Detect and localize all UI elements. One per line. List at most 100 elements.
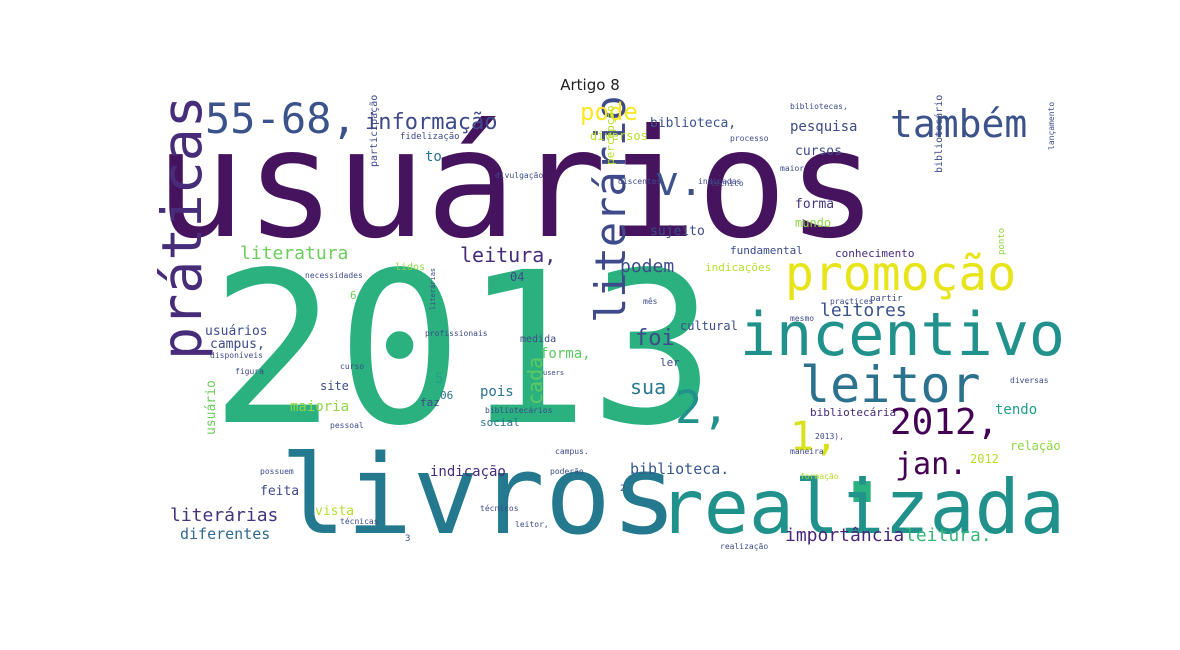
cloud-word: jan.	[895, 447, 968, 482]
cloud-word: 6	[350, 289, 357, 302]
cloud-word: literárias	[429, 267, 437, 310]
cloud-word: vista	[315, 504, 355, 519]
cloud-word: percepção	[604, 105, 617, 165]
cloud-word: leitor	[800, 356, 981, 414]
cloud-word: mês	[643, 297, 658, 306]
cloud-word: podem	[620, 256, 675, 277]
cloud-word: usuário	[204, 380, 219, 435]
cloud-word: 2,	[675, 381, 730, 434]
cloud-word: importância	[785, 525, 905, 546]
cloud-word: realizada	[658, 463, 1065, 551]
cloud-word: técnicos	[480, 504, 519, 513]
cloud-word: biblioteca.	[630, 460, 730, 478]
cloud-word: users	[543, 369, 565, 377]
cloud-word: formação	[800, 472, 839, 481]
cloud-word: campus.	[555, 447, 589, 456]
cloud-word: 2012	[970, 452, 999, 466]
cloud-word: incentivo	[739, 300, 1065, 370]
cloud-word: feita	[260, 484, 300, 499]
cloud-word: usuários	[205, 324, 268, 339]
cloud-word: promoção	[785, 246, 1017, 302]
cloud-word: cultural	[680, 319, 738, 333]
cloud-word: faz	[420, 396, 440, 409]
cloud-word: 2012,	[890, 402, 999, 443]
cloud-word: ler	[660, 356, 680, 369]
cloud-word: 04	[510, 270, 525, 284]
cloud-word: practices	[830, 297, 874, 306]
cloud-word: maioria	[290, 399, 350, 415]
cloud-word: 55-68,	[205, 95, 357, 143]
cloud-word: 3	[405, 534, 411, 544]
cloud-word: curso	[340, 362, 365, 371]
cloud-word: forma,	[540, 346, 591, 362]
cloud-word: site	[320, 379, 349, 393]
cloud-word: .	[820, 373, 905, 536]
cloud-word: mundo	[795, 216, 832, 230]
cloud-word: bibliotecas,	[790, 102, 848, 111]
cloud-word: bibliotecária	[810, 406, 897, 419]
cloud-word: 1,	[790, 414, 839, 460]
cloud-word: informação	[365, 110, 498, 135]
word-cloud: usuários 2013. livros realizada práticas ince…	[150, 95, 1065, 555]
cloud-word: lançamento	[1047, 101, 1056, 150]
cloud-word: literárias	[170, 505, 279, 526]
cloud-word: necessidades	[305, 271, 363, 280]
cloud-word: bibliotecário	[934, 95, 945, 174]
cloud-word: diferentes	[180, 525, 271, 543]
cloud-word: biblioteca,	[650, 116, 737, 131]
cloud-word: diversas	[1010, 376, 1049, 385]
cloud-word: bibliotecários	[485, 406, 553, 415]
cloud-word: disponíveis	[210, 351, 263, 360]
cloud-word: relação	[1010, 439, 1061, 453]
cloud-word: sujeito	[650, 224, 705, 239]
cloud-word: fidelização	[400, 132, 460, 142]
cloud-word: também	[890, 102, 1028, 146]
cloud-word: cursos	[795, 144, 842, 159]
cloud-word: técnico	[710, 179, 744, 188]
cloud-word: 2013	[210, 227, 716, 472]
cloud-word: lidos	[395, 262, 426, 273]
cloud-word: pesquisa	[790, 119, 858, 135]
cloud-word: pois	[480, 384, 514, 400]
cloud-word: leitura,	[460, 243, 557, 267]
cloud-word: 2	[620, 484, 626, 494]
cloud-word: discentes	[618, 177, 662, 186]
cloud-word: partir	[870, 294, 903, 304]
cloud-word: livros	[280, 431, 678, 555]
cloud-word: 2013),	[815, 432, 844, 441]
cloud-word: técnicas	[340, 517, 379, 526]
cloud-word: pessoal	[330, 421, 364, 430]
cloud-word: to	[425, 149, 442, 165]
cloud-word: figura	[235, 367, 264, 376]
cloud-word: profissionais	[425, 329, 488, 338]
cloud-word: leitor,	[515, 520, 549, 529]
cloud-word: divulgação	[495, 171, 544, 180]
cloud-word: pode	[580, 98, 638, 126]
cloud-word: maior	[780, 164, 805, 173]
cloud-word: forma	[795, 197, 835, 212]
cloud-word: realização	[720, 542, 769, 551]
cloud-word: 5	[435, 371, 444, 387]
cloud-word: processo	[730, 134, 769, 143]
cloud-word: diversos	[590, 129, 648, 143]
cloud-word: indicadas	[698, 177, 742, 186]
cloud-word: leitores	[820, 300, 907, 321]
cloud-word: conhecimento	[835, 247, 915, 260]
cloud-word: poderão	[550, 467, 584, 476]
cloud-word: social	[480, 416, 520, 429]
cloud-word: indicação	[430, 464, 506, 480]
cloud-word: ponto	[997, 227, 1007, 255]
cloud-word: possuem	[260, 467, 294, 476]
cloud-word: participação	[369, 95, 380, 168]
cloud-word: tendo	[995, 402, 1038, 418]
cloud-word: indicações	[705, 261, 772, 274]
cloud-word: fundamental	[730, 244, 803, 257]
cloud-word: cada	[523, 356, 547, 405]
cloud-word: maneira	[790, 447, 824, 456]
cloud-word: medida	[520, 334, 557, 345]
cloud-word: leitura.	[905, 525, 992, 546]
cloud-word: campus,	[210, 337, 265, 352]
cloud-word: literatura	[240, 243, 349, 264]
cloud-word: 06	[440, 389, 454, 402]
chart-title: Artigo 8	[560, 76, 620, 94]
